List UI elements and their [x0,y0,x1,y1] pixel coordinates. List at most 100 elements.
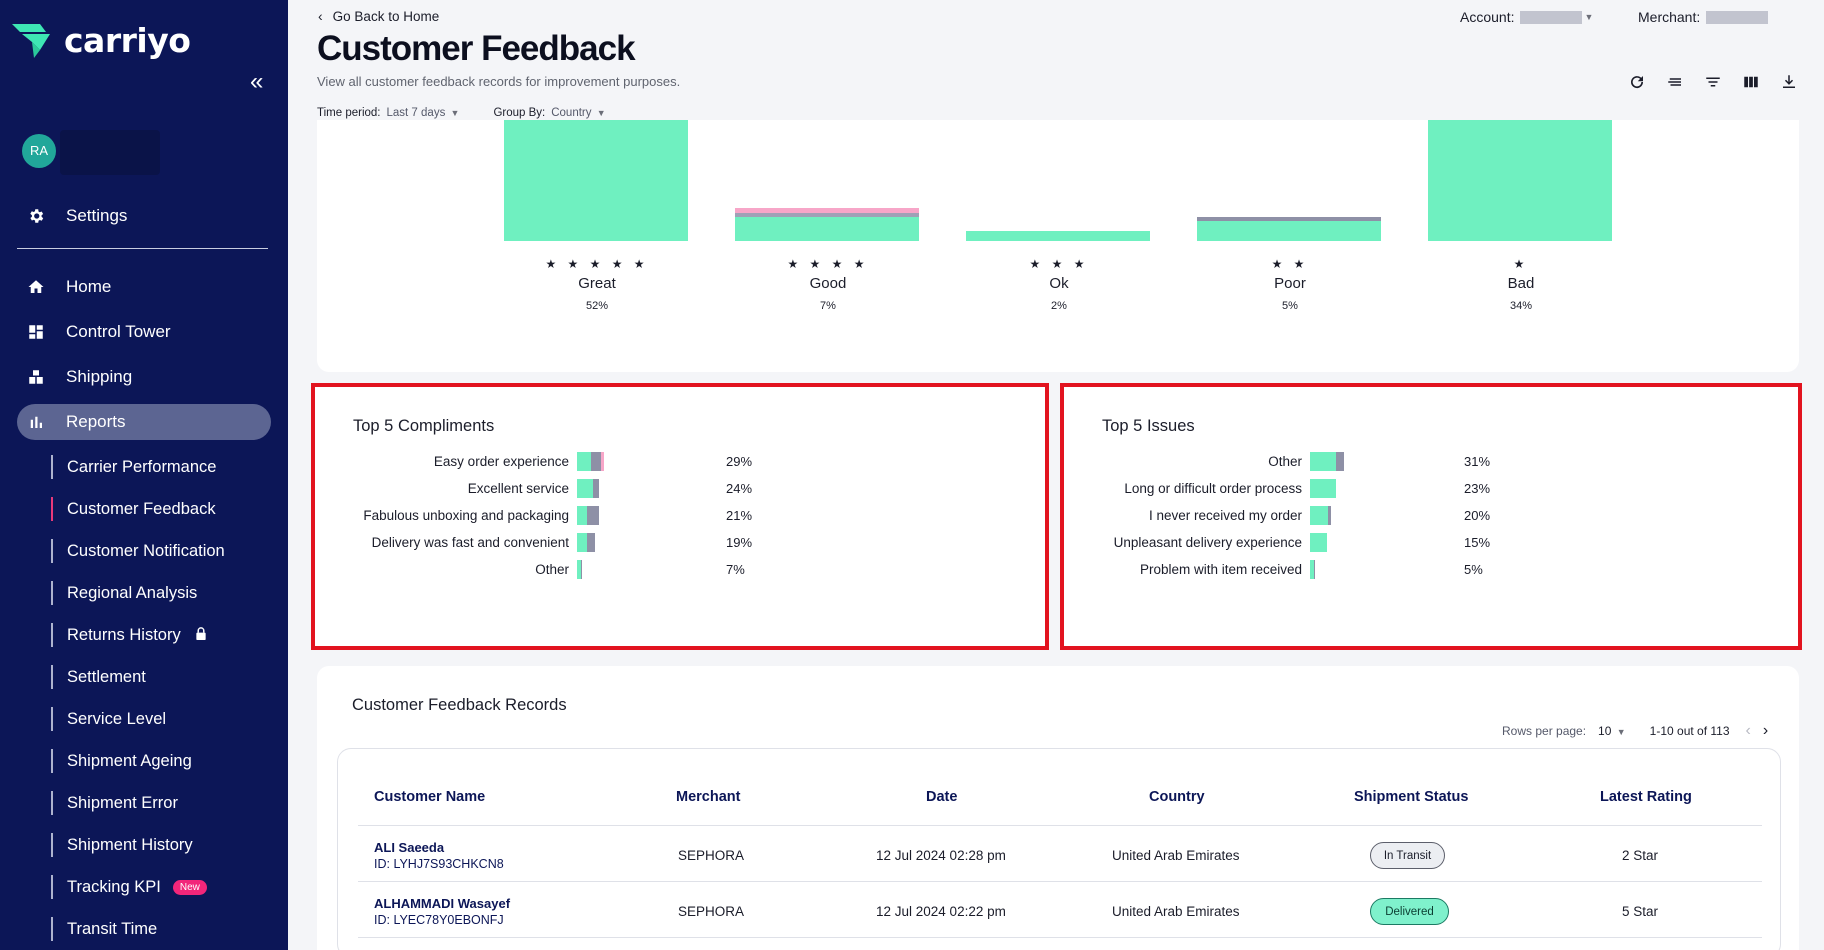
merchant-value-redacted [1706,10,1769,24]
date-cell: 12 Jul 2024 02:22 pm [876,904,1006,919]
rating-cell: 2 Star [1622,848,1659,863]
report-link-transit-time[interactable]: Transit Time [51,915,157,943]
stars-icon: ★ [1513,257,1529,271]
download-icon[interactable] [1777,70,1801,94]
report-link-settlement[interactable]: Settlement [51,663,146,691]
chevron-left-icon: ‹ [318,8,323,24]
col-merchant[interactable]: Merchant [676,789,741,805]
compliment-pct: 24% [726,480,753,496]
filter-icon[interactable] [1701,70,1725,94]
caret-down-icon: ▼ [450,108,460,118]
compliment-bar [577,532,595,552]
new-badge: New [172,879,207,895]
table-row[interactable]: ALHAMMADI Wasayef ID: LYEC78Y0EBONFJ [374,896,511,927]
issue-row: Unpleasant delivery experience 15% [1064,532,1490,552]
compliment-row: Fabulous unboxing and packaging 21% [315,505,752,525]
compliment-bar-segment [577,478,593,498]
account-value-redacted [1520,10,1583,24]
merchant-selector[interactable]: Merchant: [1638,9,1769,25]
issue-bar [1310,451,1344,471]
sidebar-item-label: Shipping [66,367,133,386]
compliment-pct: 19% [726,534,753,550]
compliment-bar-segment [577,505,587,525]
columns-icon[interactable] [1739,70,1763,94]
caret-down-icon: ▼ [1584,12,1594,22]
rows-per-page-select[interactable]: 10 ▼ [1598,724,1626,738]
sidebar-item-home[interactable]: Home [17,269,271,305]
rating-bar-poor [1197,217,1381,241]
report-link-regional-analysis[interactable]: Regional Analysis [51,579,197,607]
group-by-filter[interactable]: Group By: Country ▼ [493,107,606,119]
time-period-filter[interactable]: Time period: Last 7 days ▼ [317,107,460,119]
page-subtitle: View all customer feedback records for i… [317,74,681,89]
lock-icon [195,626,207,645]
records-table: Customer Name Merchant Date Country Ship… [337,748,1781,950]
compliment-bar-segment [581,559,582,579]
rating-great: ★ ★ ★ ★ ★ Great 52% [517,257,677,312]
issue-pct: 31% [1464,453,1491,469]
compliment-bar [577,478,599,498]
issue-label: Long or difficult order process [1124,480,1302,496]
col-customer-name[interactable]: Customer Name [374,789,486,805]
group-rows-icon[interactable] [1663,70,1687,94]
sidebar-divider [17,248,268,249]
rating-bar-bad [1428,120,1612,241]
toolbar [1625,70,1801,94]
report-link-shipment-error[interactable]: Shipment Error [51,789,178,817]
sidebar-item-reports[interactable]: Reports [17,404,271,440]
compliment-bar [577,559,582,579]
report-link-carrier-performance[interactable]: Carrier Performance [51,453,216,481]
issue-bar-segment [1336,451,1344,471]
col-latest-rating[interactable]: Latest Rating [1600,789,1692,805]
compliment-label: Delivery was fast and convenient [371,534,569,550]
account-selector[interactable]: Account: ▼ [1460,9,1594,25]
sidebar-item-shipping[interactable]: Shipping [17,359,271,395]
report-link-customer-notification[interactable]: Customer Notification [51,537,225,565]
stars-icon: ★ ★ ★ [1029,257,1089,271]
refresh-icon[interactable] [1625,70,1649,94]
report-link-shipment-ageing[interactable]: Shipment Ageing [51,747,192,775]
issue-label: Unpleasant delivery experience [1113,534,1302,550]
caret-down-icon: ▼ [1616,727,1626,737]
prev-page-icon[interactable]: ‹ [1745,722,1751,739]
col-country[interactable]: Country [1149,789,1205,805]
issue-bar [1310,559,1315,579]
issue-pct: 23% [1464,480,1491,496]
compliment-bar-segment [587,532,595,552]
back-to-home-link[interactable]: ‹ Go Back to Home [318,8,440,24]
top-compliments-panel: Top 5 Compliments Easy order experience 2… [311,383,1049,650]
avatar[interactable]: RA [22,134,56,168]
compliment-pct: 7% [726,561,745,577]
rating-bar-segment [1197,217,1381,221]
merchant-cell: SEPHORA [678,848,745,863]
next-page-icon[interactable]: › [1762,722,1769,739]
compliment-pct: 29% [726,453,753,469]
compliment-bar-segment [577,559,581,579]
sidebar-item-control-tower[interactable]: Control Tower [17,314,271,350]
compliment-bar [577,505,599,525]
col-shipment-status[interactable]: Shipment Status [1354,789,1469,805]
report-link-returns-history[interactable]: Returns History [51,621,207,649]
top-issues-panel: Top 5 Issues Other 31% Long or difficult o… [1060,383,1802,650]
col-date[interactable]: Date [926,789,958,805]
country-cell: United Arab Emirates [1112,848,1240,863]
report-link-shipment-history[interactable]: Shipment History [51,831,193,859]
country-cell: United Arab Emirates [1112,904,1240,919]
issue-bar-segment [1314,559,1315,579]
stars-icon: ★ ★ ★ ★ ★ [545,257,649,271]
compliment-label: Excellent service [467,480,569,496]
report-link-tracking-kpi[interactable]: Tracking KPI New [51,873,207,901]
collapse-sidebar-icon[interactable]: « [250,68,264,95]
rating-bar-great [504,120,688,241]
issue-pct: 20% [1464,507,1491,523]
rating-bar-good [735,208,919,241]
table-row[interactable]: ALI Saeeda ID: LYHJ7S93CHKCN8 [374,840,504,871]
report-link-service-level[interactable]: Service Level [51,705,166,733]
issue-bar-segment [1328,505,1331,525]
date-cell: 12 Jul 2024 02:28 pm [876,848,1006,863]
report-link-customer-feedback[interactable]: Customer Feedback [51,495,216,523]
carriyo-logo[interactable]: carriyo [10,20,191,60]
sidebar-item-settings[interactable]: Settings [17,198,271,234]
issue-bar-segment [1310,451,1336,471]
issue-label: Problem with item received [1139,561,1302,577]
